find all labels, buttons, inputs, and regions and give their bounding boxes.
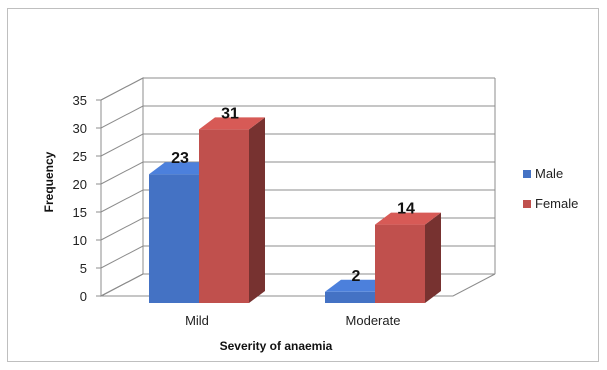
y-tick-label: 5 — [80, 261, 87, 276]
y-tick-label: 35 — [73, 93, 87, 108]
y-tick-label: 0 — [80, 289, 87, 304]
data-label: 31 — [221, 105, 239, 122]
y-tick-label: 25 — [73, 149, 87, 164]
bar-side — [249, 117, 265, 304]
bar-female-mild — [199, 117, 265, 304]
legend-label-female: Female — [535, 196, 578, 211]
y-tick-label: 20 — [73, 177, 87, 192]
bar-top — [375, 212, 441, 225]
y-tick-label: 10 — [73, 233, 87, 248]
data-labels: 23 31 2 14 — [171, 105, 415, 284]
side-wall — [100, 77, 144, 297]
x-tick-label: Moderate — [346, 313, 401, 328]
bar-front — [375, 224, 425, 303]
legend-swatch-male — [523, 170, 531, 178]
bar-front — [149, 174, 199, 303]
data-label: 23 — [171, 150, 189, 167]
bars — [149, 117, 441, 304]
y-tick-label: 30 — [73, 121, 87, 136]
chart-frame — [7, 8, 599, 362]
y-tick-label: 15 — [73, 205, 87, 220]
gridline — [100, 105, 495, 129]
bar-side — [425, 212, 441, 303]
legend: Male Female — [523, 166, 578, 211]
x-axis-title: Severity of anaemia — [220, 339, 333, 353]
gridline — [100, 133, 495, 157]
x-axis-ticks: Mild Moderate — [185, 313, 400, 328]
y-axis-ticks: 0 5 10 15 20 25 30 35 — [73, 93, 87, 304]
bar-front — [325, 291, 375, 303]
gridline — [100, 77, 495, 101]
bar-top — [199, 117, 265, 130]
legend-swatch-female — [523, 200, 531, 208]
bar-female-moderate — [375, 212, 441, 303]
bar-top — [325, 279, 391, 292]
y-axis-title: Frequency — [42, 151, 56, 212]
data-label: 14 — [397, 201, 415, 218]
bar-front — [199, 129, 249, 303]
data-label: 2 — [352, 268, 361, 285]
legend-label-male: Male — [535, 166, 563, 181]
bar-top — [149, 162, 215, 175]
x-tick-label: Mild — [185, 313, 209, 328]
